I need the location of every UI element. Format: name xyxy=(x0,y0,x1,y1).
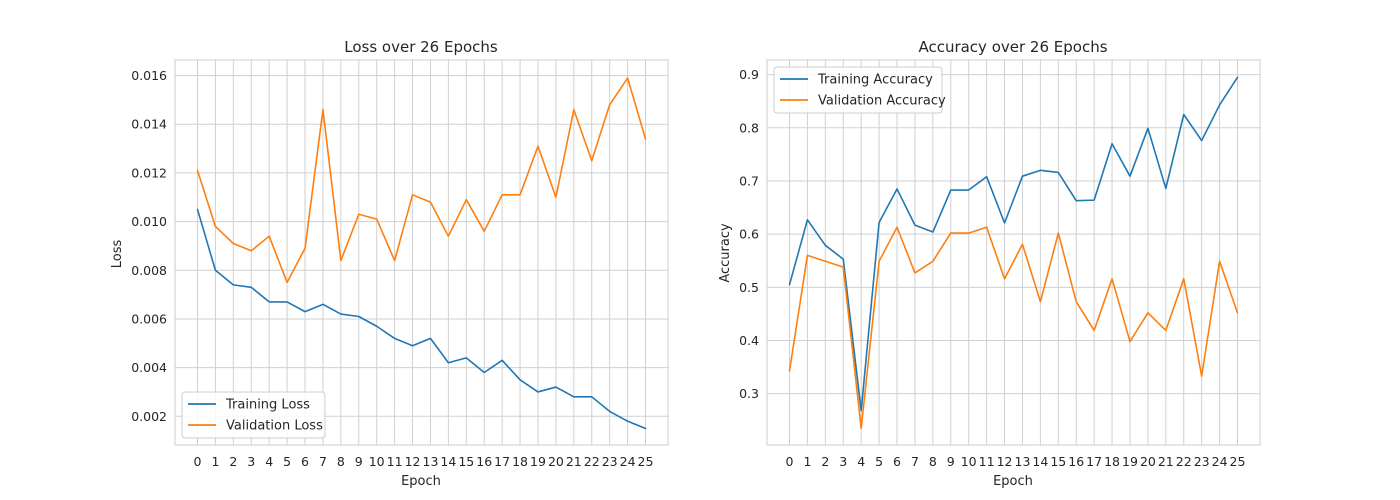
legend: Training Loss Validation Loss xyxy=(181,391,326,439)
y-tick-label: 0.004 xyxy=(131,360,167,375)
chart-title: Accuracy over 26 Epochs xyxy=(918,38,1107,56)
y-axis-label: Accuracy xyxy=(718,223,733,283)
chart-title: Loss over 26 Epochs xyxy=(344,38,498,56)
x-tick-label: 5 xyxy=(283,454,291,469)
x-tick-label: 25 xyxy=(638,454,654,469)
x-tick-label: 22 xyxy=(1176,454,1192,469)
x-tick-label: 1 xyxy=(211,454,219,469)
x-tick-label: 20 xyxy=(548,454,564,469)
y-tick-label: 0.5 xyxy=(739,280,759,295)
accuracy-chart: Accuracy over 26 Epochs Epoch Accuracy 0… xyxy=(718,38,1261,489)
y-tick-label: 0.008 xyxy=(131,263,167,278)
x-axis-label: Epoch xyxy=(993,474,1033,489)
x-tick-label: 13 xyxy=(423,454,439,469)
y-tick-label: 0.3 xyxy=(739,386,759,401)
legend: Training Accuracy Validation Accuracy xyxy=(773,66,946,114)
grid xyxy=(766,59,1261,446)
x-tick-label: 3 xyxy=(839,454,847,469)
x-tick-label: 12 xyxy=(405,454,421,469)
x-tick-label: 22 xyxy=(584,454,600,469)
x-tick-label: 10 xyxy=(369,454,385,469)
x-tick-label: 14 xyxy=(1032,454,1048,469)
x-tick-label: 15 xyxy=(1050,454,1066,469)
x-tick-label: 4 xyxy=(857,454,865,469)
x-tick-label: 11 xyxy=(979,454,995,469)
x-tick-label: 0 xyxy=(786,454,794,469)
x-tick-label: 25 xyxy=(1230,454,1246,469)
legend-label: Training Accuracy xyxy=(817,73,933,88)
x-tick-label: 2 xyxy=(821,454,829,469)
y-tick-label: 0.4 xyxy=(739,333,759,348)
x-tick-label: 0 xyxy=(194,454,202,469)
x-tick-label: 6 xyxy=(893,454,901,469)
x-tick-label: 19 xyxy=(530,454,546,469)
y-tick-label: 0.016 xyxy=(131,68,167,83)
x-tick-label: 19 xyxy=(1122,454,1138,469)
x-tick-label: 17 xyxy=(1086,454,1102,469)
x-tick-label: 15 xyxy=(458,454,474,469)
series-line xyxy=(196,208,647,430)
x-tick-label: 2 xyxy=(229,454,237,469)
y-tick-label: 0.010 xyxy=(131,214,167,229)
x-tick-label: 23 xyxy=(1194,454,1210,469)
y-tick-label: 0.014 xyxy=(131,117,167,132)
legend-box xyxy=(181,391,326,439)
x-tick-label: 16 xyxy=(476,454,492,469)
x-tick-label: 8 xyxy=(337,454,345,469)
x-tick-label: 20 xyxy=(1140,454,1156,469)
y-tick-label: 0.7 xyxy=(739,173,759,188)
x-tick-label: 23 xyxy=(602,454,618,469)
legend-label: Training Loss xyxy=(225,398,310,413)
x-tick-label: 24 xyxy=(1212,454,1228,469)
x-tick-label: 8 xyxy=(929,454,937,469)
series-line xyxy=(788,226,1239,430)
x-tick-label: 7 xyxy=(911,454,919,469)
x-tick-label: 12 xyxy=(997,454,1013,469)
y-axis-label: Loss xyxy=(110,240,125,269)
y-tick-label: 0.8 xyxy=(739,120,759,135)
legend-label: Validation Accuracy xyxy=(818,94,946,109)
series-line xyxy=(196,77,647,284)
x-tick-label: 7 xyxy=(319,454,327,469)
legend-box xyxy=(773,66,943,114)
x-tick-label: 21 xyxy=(566,454,582,469)
x-tick-label: 10 xyxy=(961,454,977,469)
y-tick-label: 0.6 xyxy=(739,227,759,242)
x-tick-label: 9 xyxy=(947,454,955,469)
x-tick-label: 17 xyxy=(494,454,510,469)
x-tick-label: 16 xyxy=(1068,454,1084,469)
y-tick-label: 0.006 xyxy=(131,311,167,326)
plot-frame xyxy=(174,59,669,446)
x-tick-label: 1 xyxy=(803,454,811,469)
y-tick-label: 0.002 xyxy=(131,409,167,424)
legend-label: Validation Loss xyxy=(226,419,323,434)
x-tick-label: 18 xyxy=(1104,454,1120,469)
series-line xyxy=(788,76,1239,412)
x-tick-label: 18 xyxy=(512,454,528,469)
y-tick-label: 0.012 xyxy=(131,165,167,180)
plot-frame xyxy=(766,59,1261,446)
x-axis-label: Epoch xyxy=(401,474,441,489)
x-tick-label: 21 xyxy=(1158,454,1174,469)
x-tick-label: 6 xyxy=(301,454,309,469)
x-tick-label: 24 xyxy=(620,454,636,469)
x-tick-label: 11 xyxy=(387,454,403,469)
x-tick-label: 4 xyxy=(265,454,273,469)
x-tick-label: 3 xyxy=(247,454,255,469)
x-tick-label: 5 xyxy=(875,454,883,469)
x-tick-label: 9 xyxy=(355,454,363,469)
x-tick-label: 13 xyxy=(1015,454,1031,469)
grid xyxy=(174,59,669,446)
x-tick-label: 14 xyxy=(440,454,456,469)
y-tick-label: 0.9 xyxy=(739,67,759,82)
